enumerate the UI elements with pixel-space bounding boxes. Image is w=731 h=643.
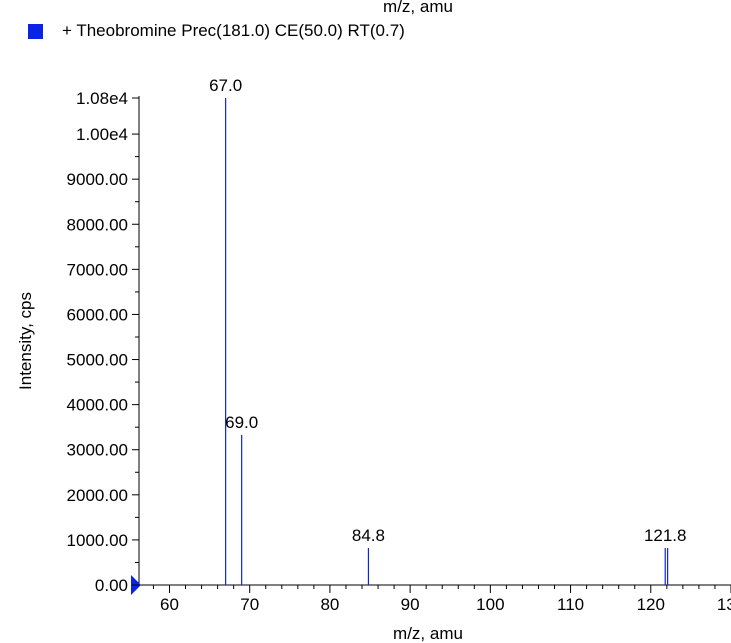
ticks-layer: 0.00 1000.00 2000.00 3000.00 4000.00 5000.00 6… xyxy=(67,89,731,614)
peak-label: 69.0 xyxy=(225,413,258,432)
y-tick-label: 3000.00 xyxy=(67,441,128,460)
x-tick-label: 130 xyxy=(717,595,731,614)
y-tick-label: 4000.00 xyxy=(67,396,128,415)
x-tick-label: 90 xyxy=(401,595,420,614)
y-tick-label: 8000.00 xyxy=(67,215,128,234)
y-tick-label: 5000.00 xyxy=(67,351,128,370)
x-tick-label: 80 xyxy=(320,595,339,614)
x-tick-label: 120 xyxy=(637,595,665,614)
y-tick-label: 9000.00 xyxy=(67,170,128,189)
x-tick-label: 100 xyxy=(476,595,504,614)
x-tick-label: 60 xyxy=(160,595,179,614)
spectrum-sticks xyxy=(225,98,669,585)
x-axis-label: m/z, amu xyxy=(393,624,463,643)
y-axis-label: Intensity, cps xyxy=(16,292,35,390)
y-tick-label: 0.00 xyxy=(95,576,128,595)
peak-label: 121.8 xyxy=(644,526,687,545)
y-tick-label: 2000.00 xyxy=(67,486,128,505)
x-tick-label: 70 xyxy=(240,595,259,614)
legend-marker xyxy=(28,24,43,39)
clipped-axis-label: m/z, amu xyxy=(383,0,453,16)
x-tick-label: 110 xyxy=(557,595,584,614)
legend-label: + Theobromine Prec(181.0) CE(50.0) RT(0.… xyxy=(62,21,405,40)
peak-label: 67.0 xyxy=(209,76,242,95)
y-tick-label: 1000.00 xyxy=(67,531,128,550)
peak-labels: 67.0 69.0 84.8 121.8 xyxy=(209,76,686,545)
peak-label: 84.8 xyxy=(352,526,385,545)
y-tick-label: 1.00e4 xyxy=(76,125,128,144)
y-tick-label: 7000.00 xyxy=(67,260,128,279)
y-tick-label: 6000.00 xyxy=(67,305,128,324)
y-tick-label: 1.08e4 xyxy=(76,89,128,108)
